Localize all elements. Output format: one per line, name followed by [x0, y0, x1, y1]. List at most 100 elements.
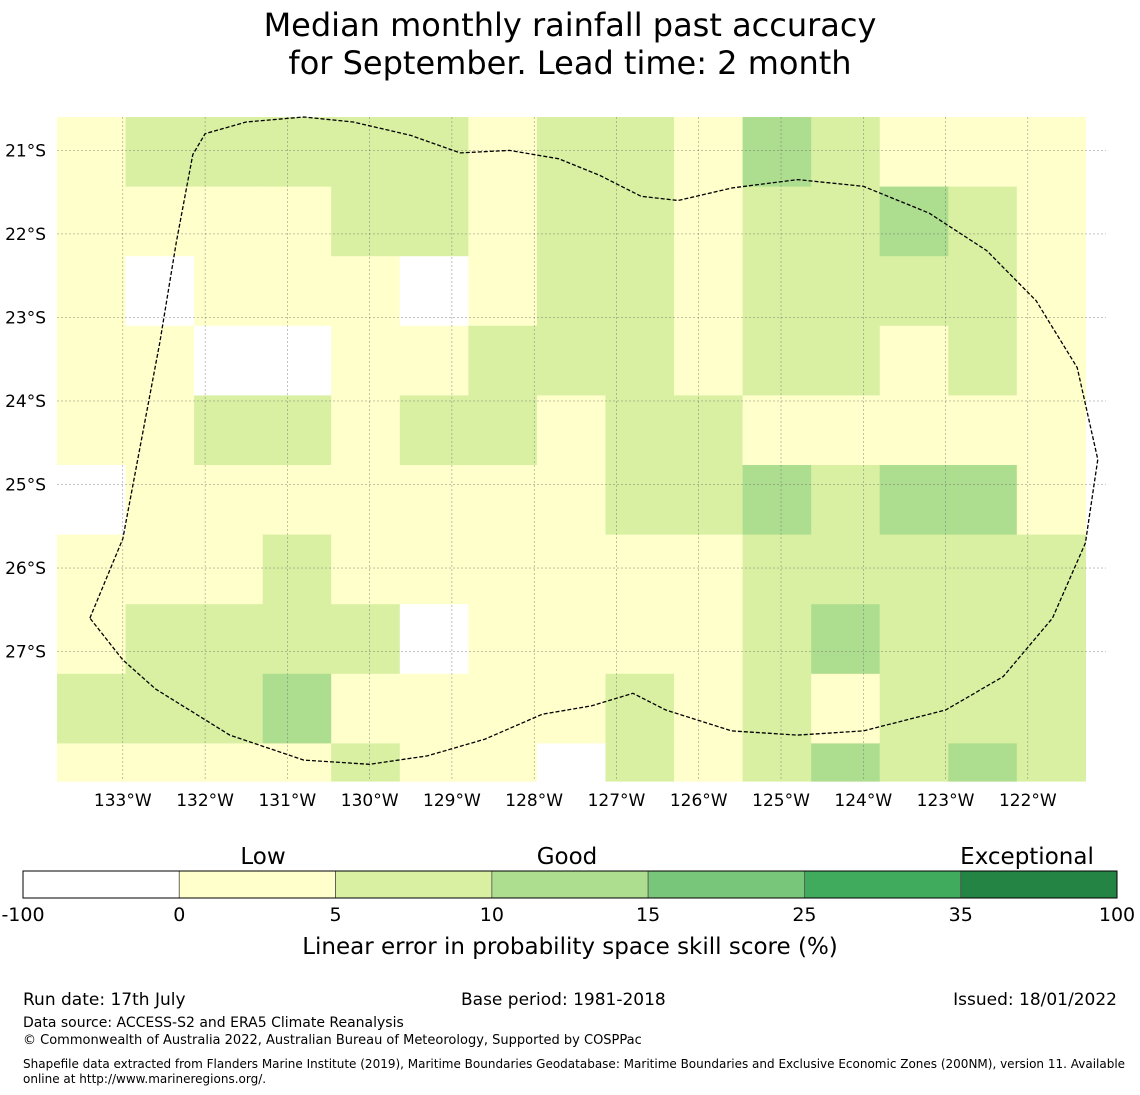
heatmap-cell — [1016, 256, 1086, 327]
heatmap-cell — [399, 256, 469, 327]
colorbar-label: Linear error in probability space skill … — [302, 934, 838, 960]
heatmap-cell — [948, 117, 1018, 188]
heatmap-cell — [879, 256, 949, 327]
heatmap-cell — [948, 604, 1018, 675]
heatmap-cell — [331, 534, 401, 605]
heatmap-cell — [948, 395, 1018, 466]
colorbar-tick-label: 25 — [792, 904, 816, 926]
heatmap-cell — [194, 117, 264, 188]
heatmap-cell — [742, 186, 812, 257]
y-tick-label: 24°S — [5, 392, 46, 412]
x-tick-label: 130°W — [341, 791, 399, 811]
heatmap-cell — [811, 325, 881, 396]
heatmap-cell — [331, 186, 401, 257]
heatmap-cell — [879, 673, 949, 744]
heatmap-cell — [399, 673, 469, 744]
colorbar-ticks: -100 0 5 10 15 25 35 100 — [1, 904, 1135, 926]
heatmap-cell — [1016, 117, 1086, 188]
colorbar-segment — [960, 870, 1118, 899]
colorbar-segment — [647, 870, 805, 899]
heatmap-cell — [399, 534, 469, 605]
y-tick-label: 22°S — [5, 225, 46, 245]
data-source: Data source: ACCESS-S2 and ERA5 Climate … — [23, 1015, 404, 1031]
heatmap-cell — [879, 395, 949, 466]
heatmap-cell — [742, 117, 812, 188]
heatmap-cell — [57, 743, 127, 782]
heatmap-cell — [399, 465, 469, 536]
heatmap-cell — [674, 395, 744, 466]
heatmap-cell — [742, 325, 812, 396]
heatmap-cell — [605, 186, 675, 257]
y-axis-ticks: 21°S 22°S 23°S 24°S 25°S 26°S 27°S — [5, 141, 46, 662]
heatmap-cell — [468, 604, 538, 675]
heatmap-cell — [468, 465, 538, 536]
heatmap-cell — [742, 465, 812, 536]
heatmap-cell — [125, 186, 195, 257]
heatmap-cell — [262, 186, 332, 257]
heatmap-cell — [536, 534, 607, 605]
heatmap-cell — [536, 743, 607, 782]
colorbar-tick-label: 10 — [480, 904, 504, 926]
heatmap-cell — [468, 673, 538, 744]
heatmap-cell — [57, 117, 127, 188]
heatmap-cell — [194, 534, 264, 605]
heatmap-cell — [948, 186, 1018, 257]
heatmap-cell — [948, 465, 1018, 536]
heatmap-cell — [125, 673, 195, 744]
heatmap-cell — [948, 256, 1018, 327]
heatmap-cell — [674, 673, 744, 744]
issued-date: Issued: 18/01/2022 — [953, 990, 1117, 1010]
heatmap-cell — [194, 395, 264, 466]
heatmap-cell — [331, 117, 401, 188]
colorbar-category-good: Good — [537, 844, 598, 870]
heatmap-cell — [674, 186, 744, 257]
heatmap-cell — [468, 395, 538, 466]
heatmap-cell — [57, 186, 127, 257]
x-tick-label: 124°W — [834, 791, 892, 811]
heatmap-cell — [811, 673, 881, 744]
x-tick-label: 133°W — [94, 791, 152, 811]
heatmap-cell — [468, 743, 538, 782]
heatmap-cell — [536, 325, 607, 396]
eez-boundary — [89, 116, 1099, 765]
heatmap-cell — [536, 604, 607, 675]
heatmap-cell — [811, 256, 881, 327]
heatmap-cell — [125, 117, 195, 188]
heatmap-cell — [194, 673, 264, 744]
y-tick-label: 21°S — [5, 141, 46, 161]
heatmap-cell — [536, 186, 607, 257]
heatmap-cell — [811, 743, 881, 782]
heatmap-cell — [331, 743, 401, 782]
heatmap-cell — [125, 256, 195, 327]
heatmap-cell — [1016, 743, 1086, 782]
heatmap-cell — [605, 673, 675, 744]
colorbar-segments — [22, 870, 1118, 899]
heatmap-cell — [879, 743, 949, 782]
heatmap-cell — [605, 534, 675, 605]
heatmap-cell — [125, 395, 195, 466]
heatmap-cell — [811, 534, 881, 605]
heatmap-cell — [468, 186, 538, 257]
heatmap-cells — [57, 117, 1086, 782]
chart-title: Median monthly rainfall past accuracy fo… — [0, 6, 1140, 82]
heatmap-cell — [811, 604, 881, 675]
colorbar-category-low: Low — [240, 844, 285, 870]
heatmap-cell — [194, 256, 264, 327]
heatmap-cell — [742, 256, 812, 327]
heatmap-cell — [536, 673, 607, 744]
heatmap-cell — [331, 256, 401, 327]
heatmap-cell — [879, 465, 949, 536]
heatmap-cell — [1016, 534, 1086, 605]
heatmap-cell — [194, 604, 264, 675]
heatmap-cell — [399, 743, 469, 782]
heatmap-cell — [605, 743, 675, 782]
heatmap-cell — [194, 186, 264, 257]
heatmap-cell — [262, 325, 332, 396]
heatmap-cell — [536, 117, 607, 188]
x-tick-label: 125°W — [752, 791, 810, 811]
heatmap-cell — [262, 534, 332, 605]
heatmap-cell — [948, 325, 1018, 396]
heatmap-cell — [194, 465, 264, 536]
heatmap-cell — [331, 604, 401, 675]
colorbar-tick-label: 15 — [636, 904, 660, 926]
